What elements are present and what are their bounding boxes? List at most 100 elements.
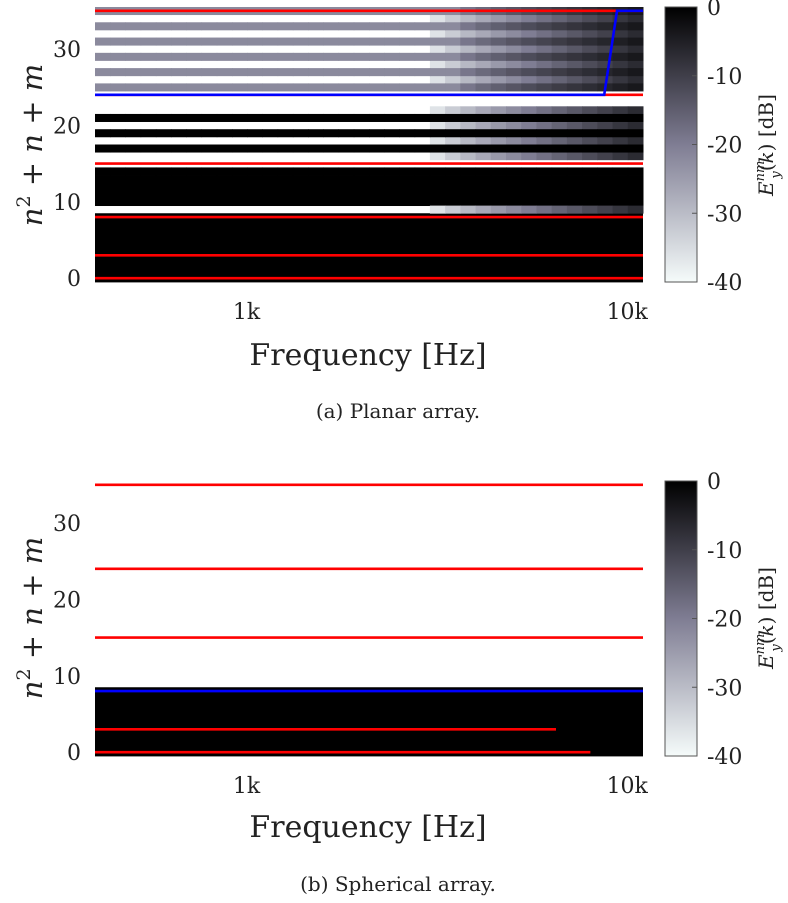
heatmap-cell [521,129,537,138]
heatmap-cell [216,144,233,153]
heatmap-cell [475,182,492,191]
heatmap-cell [277,167,294,176]
heatmap-cell [277,182,294,191]
heatmap-cell [506,205,522,214]
heatmap-cell [369,190,385,199]
heatmap-cell [216,175,233,184]
heatmap-cell [171,52,187,61]
heatmap-cell [429,167,446,176]
heatmap-cell [551,136,568,145]
heatmap-cell [125,68,142,77]
heatmap-cell [460,52,477,61]
caption-b: (b) Spherical array. [300,872,496,896]
heatmap-cell [429,129,446,138]
heatmap-cell [445,37,461,46]
heatmap-cell [597,52,614,61]
heatmap-cell [186,144,203,153]
heatmap-cell [429,205,446,214]
heatmap-cell [460,144,477,153]
heatmap-cell [155,175,172,184]
heatmap-cell [582,190,598,199]
heatmap-cell [262,113,279,122]
heatmap-cell [566,190,583,199]
heatmap-cell [627,45,644,54]
heatmap-cell [475,52,492,61]
heatmap-cell [308,197,324,207]
heatmap-cell [308,22,324,31]
heatmap-cell [353,22,370,31]
heatmap-cell [475,175,492,184]
heatmap-cell [247,190,263,199]
heatmap-cell [95,190,111,199]
heatmap-cell [475,68,492,77]
heatmap-cell [353,175,370,184]
heatmap-cell [353,52,370,61]
heatmap-cell [582,37,598,46]
heatmap-cell [247,167,263,176]
heatmap-cell [521,190,537,199]
heatmap-cell [201,68,218,77]
heatmap-cell [292,68,309,77]
heatmap-cell [597,129,614,138]
heatmap-cell [308,190,324,199]
heatmap-cell [612,167,629,176]
heatmap-cell [490,37,507,46]
heatmap-cell [323,83,340,92]
heatmap-cell [445,205,461,214]
heatmap-cell [262,37,279,46]
heatmap-cell [140,175,157,184]
heatmap-cell [277,22,294,31]
heatmap-cell [323,37,340,46]
heatmap-cell [414,68,431,77]
heatmap-cell [612,113,629,122]
heatmap-cell [140,52,157,61]
heatmap-cell [110,144,126,153]
heatmap-cell [506,29,522,38]
heatmap-cell [232,175,248,184]
heatmap-cell [140,190,157,199]
heatmap-cell [384,197,400,207]
heatmap-cell [232,52,248,61]
heatmap-cell [582,68,598,77]
heatmap-cell [551,22,568,31]
heatmap-row [95,266,643,275]
heatmap-cell [506,68,522,77]
heatmap-cell [171,182,187,191]
y-tick-label: 0 [67,741,81,766]
heatmap-cell [475,75,492,84]
heatmap-cell [521,75,537,84]
heatmap-cell [445,14,461,23]
overlay-lines-a [95,9,643,280]
y-tick-label: 0 [67,267,81,292]
heatmap-cell [338,83,355,92]
heatmap-cell [566,182,583,191]
heatmap-row [95,220,643,229]
heatmap-cell [110,197,126,207]
heatmap-cell [369,129,385,138]
heatmap-cell [597,205,614,214]
heatmap-cell [338,190,355,199]
heatmap-cell [125,197,142,207]
heatmap-cell [490,136,507,145]
heatmap-cell [338,22,355,31]
heatmap-cell [627,60,644,69]
heatmap-cell [582,144,598,153]
heatmap-cell [612,106,629,115]
heatmap-cell [566,136,583,145]
heatmap-cell [95,144,111,153]
heatmap-cell [612,68,629,77]
heatmap-cell [475,152,492,161]
heatmap-cell [445,45,461,54]
heatmap-cell [308,129,324,138]
heatmap-cell [292,144,309,153]
heatmap-cell [551,144,568,153]
heatmap-cell [95,83,111,92]
heatmap-cell [110,22,126,31]
heatmap-cell [110,83,126,92]
heatmap-cell [566,197,583,207]
heatmap-cell [582,113,598,122]
heatmap-cell [232,197,248,207]
y-tick-labels-a: 0 10 20 30 [53,38,81,292]
